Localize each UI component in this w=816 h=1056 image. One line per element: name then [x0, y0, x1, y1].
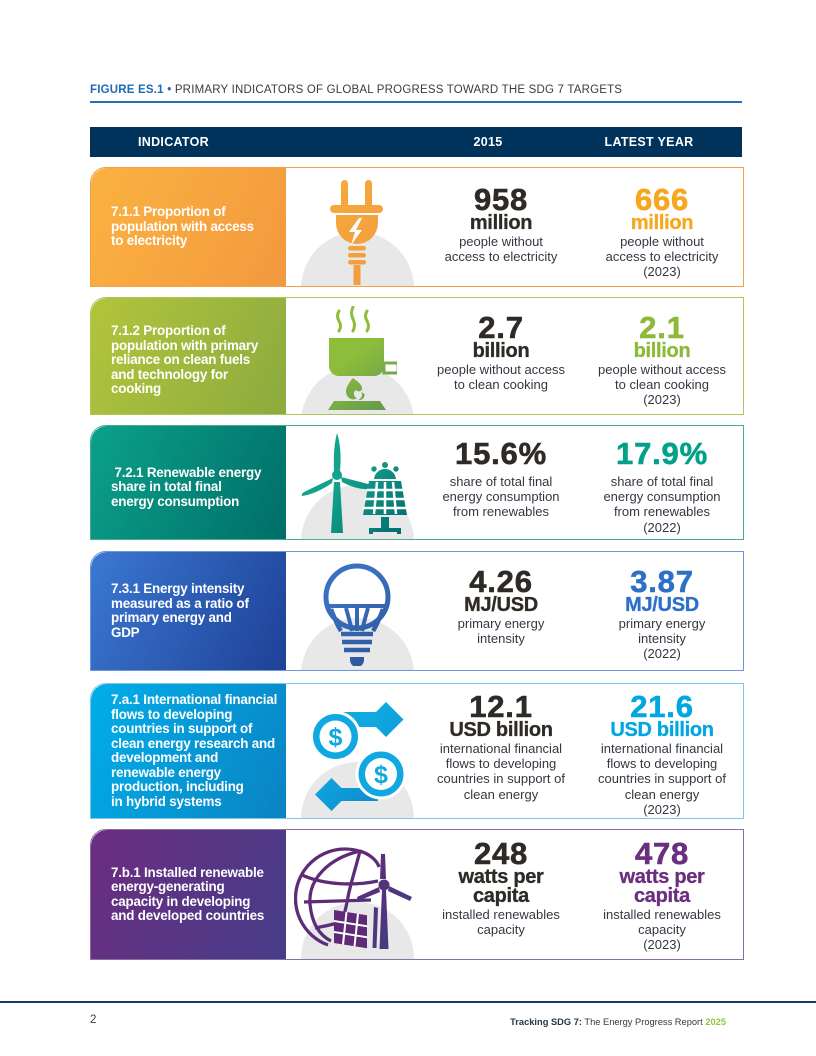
svg-text:$: $ — [329, 724, 343, 752]
svg-text:$: $ — [374, 761, 388, 789]
